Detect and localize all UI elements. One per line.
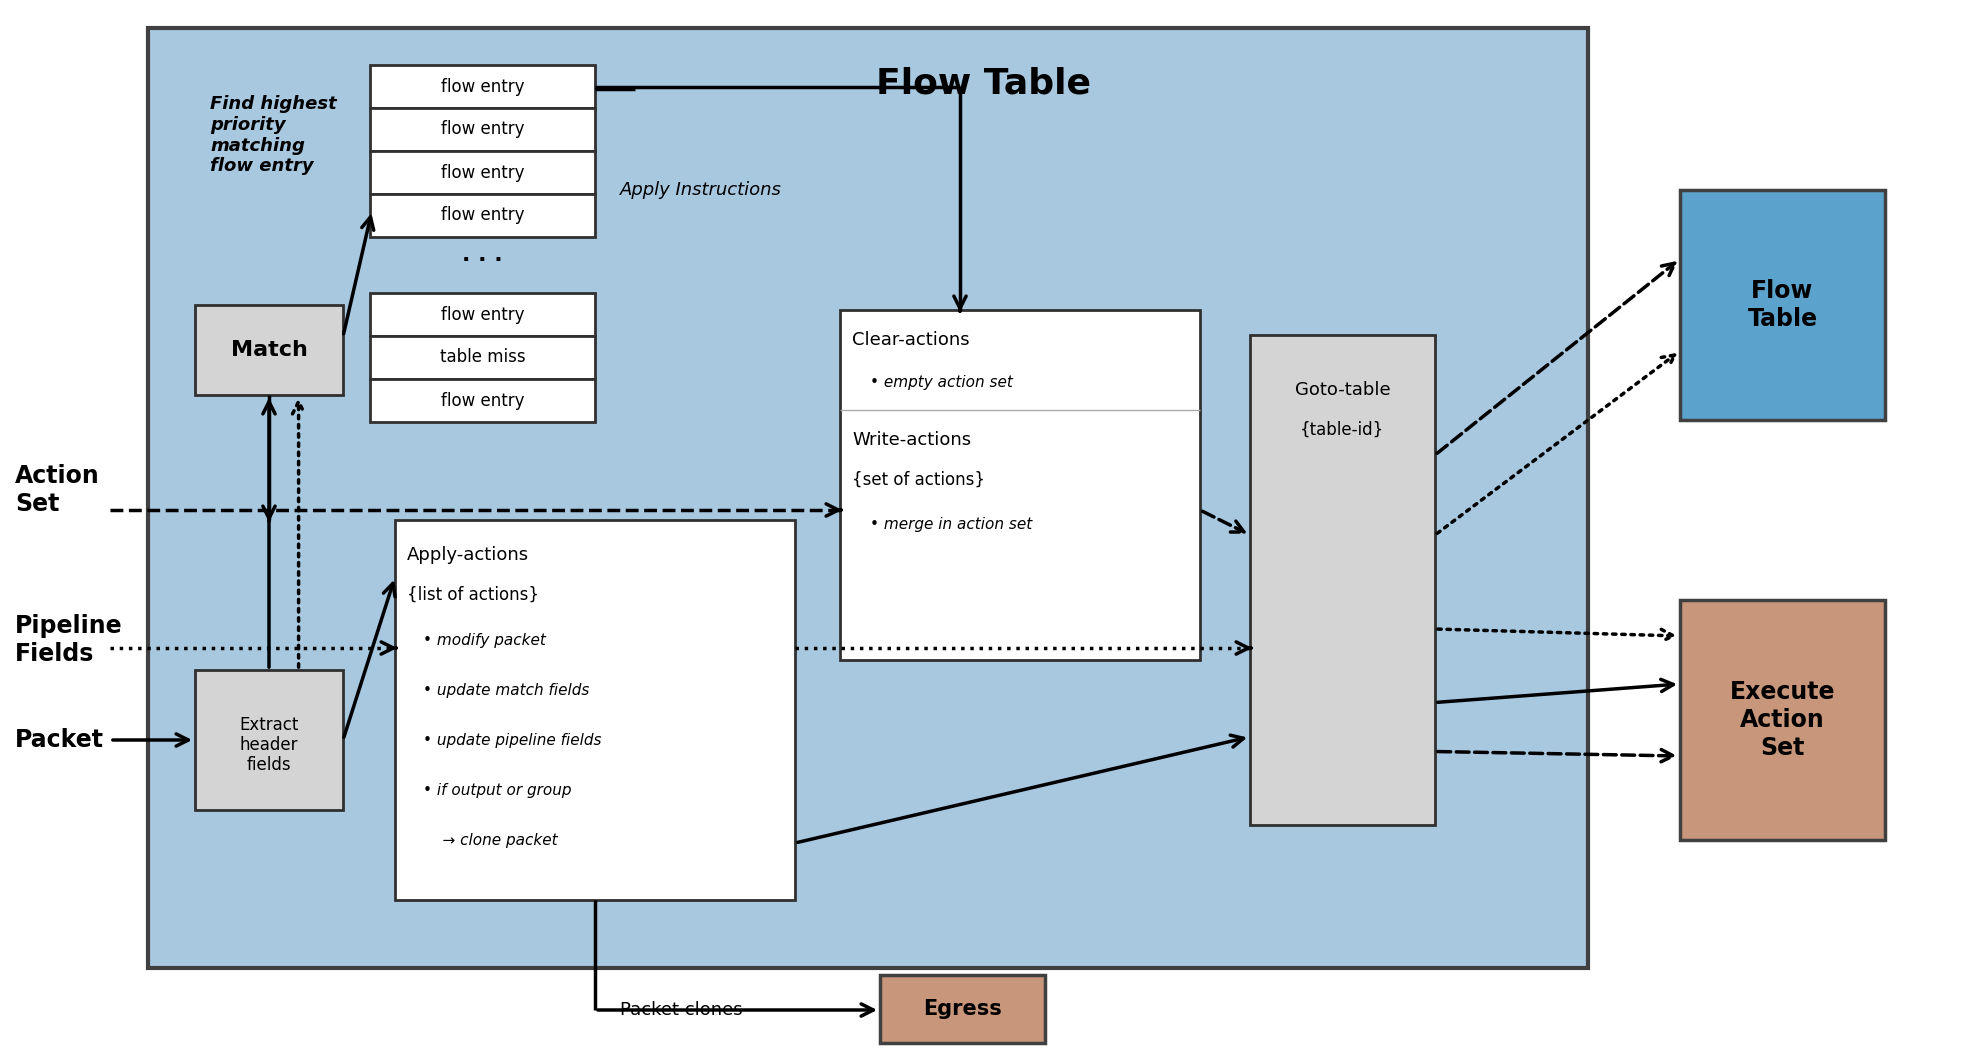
Text: flow entry: flow entry <box>440 306 525 324</box>
Text: Find highest
priority
matching
flow entry: Find highest priority matching flow entr… <box>210 95 336 176</box>
Bar <box>147 28 1589 968</box>
Text: • update pipeline fields: • update pipeline fields <box>423 732 602 748</box>
Bar <box>370 194 596 237</box>
Bar <box>370 151 596 194</box>
Text: Flow
Table: Flow Table <box>1748 279 1817 331</box>
Bar <box>370 65 596 108</box>
Text: Clear-actions: Clear-actions <box>851 331 969 349</box>
Bar <box>881 975 1046 1043</box>
Text: {set of actions}: {set of actions} <box>851 471 985 489</box>
Text: Write-actions: Write-actions <box>851 431 971 449</box>
Text: {list of actions}: {list of actions} <box>407 586 539 604</box>
Text: flow entry: flow entry <box>440 121 525 139</box>
Text: → clone packet: → clone packet <box>423 833 558 847</box>
Bar <box>370 293 596 336</box>
Text: flow entry: flow entry <box>440 206 525 224</box>
Text: Egress: Egress <box>924 999 1003 1019</box>
Text: Apply-actions: Apply-actions <box>407 546 529 564</box>
Bar <box>370 379 596 422</box>
Text: • modify packet: • modify packet <box>423 633 547 647</box>
Text: fields: fields <box>246 756 291 774</box>
Text: flow entry: flow entry <box>440 164 525 182</box>
Text: • merge in action set: • merge in action set <box>871 517 1032 532</box>
Bar <box>195 670 342 810</box>
Bar <box>839 310 1199 660</box>
Text: • update match fields: • update match fields <box>423 682 590 697</box>
Text: flow entry: flow entry <box>440 77 525 95</box>
Bar <box>1681 190 1885 420</box>
Text: Packet: Packet <box>16 728 104 752</box>
Bar <box>370 108 596 151</box>
Text: Apply Instructions: Apply Instructions <box>619 181 782 199</box>
Text: {table-id}: {table-id} <box>1300 421 1384 439</box>
Text: Action
Set: Action Set <box>16 464 100 516</box>
Bar <box>1681 600 1885 840</box>
Text: Match: Match <box>230 340 307 360</box>
Text: • empty action set: • empty action set <box>871 375 1012 389</box>
Text: • if output or group: • if output or group <box>423 783 572 798</box>
Text: Flow Table: Flow Table <box>875 66 1091 101</box>
Text: table miss: table miss <box>440 348 525 366</box>
Bar <box>195 305 342 395</box>
Bar <box>395 519 794 900</box>
Text: Goto-table: Goto-table <box>1296 381 1390 399</box>
Bar <box>1250 335 1435 825</box>
Bar <box>370 336 596 379</box>
Text: flow entry: flow entry <box>440 391 525 409</box>
Text: Pipeline
Fields: Pipeline Fields <box>16 614 122 665</box>
Text: Execute
Action
Set: Execute Action Set <box>1730 680 1834 760</box>
Text: Packet clones: Packet clones <box>619 1001 743 1019</box>
Text: . . .: . . . <box>462 245 503 264</box>
Text: header: header <box>240 736 299 754</box>
Text: Extract: Extract <box>240 716 299 734</box>
